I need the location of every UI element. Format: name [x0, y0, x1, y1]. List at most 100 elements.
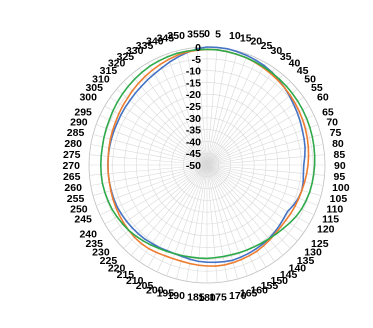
angle-tick-label: 205: [136, 280, 154, 292]
grid-spoke: [206, 68, 275, 166]
radial-tick-label: -45: [186, 148, 201, 160]
radial-tick-label: -35: [186, 125, 201, 137]
angle-tick-label: 5: [215, 28, 221, 40]
angle-tick-label: 100: [332, 182, 350, 194]
grid-spoke: [139, 68, 208, 166]
radial-tick-label: -5: [192, 54, 201, 66]
grid-spoke: [176, 164, 208, 280]
grid-spoke: [196, 164, 208, 283]
grid-spoke: [206, 164, 304, 233]
angle-tick-label: 335: [136, 40, 154, 52]
angle-tick-label: 120: [317, 224, 335, 236]
radial-tick-labels: 0-5-10-15-20-25-30-35-40-45-50: [186, 42, 201, 172]
grid-spoke: [206, 48, 228, 166]
radial-tick-label: -30: [186, 113, 201, 125]
angle-tick-label: 290: [70, 117, 88, 129]
series-line-2: [107, 48, 310, 267]
angle-tick-label: 215: [117, 269, 135, 281]
grid-spoke: [206, 105, 310, 166]
angle-tick-label: 295: [74, 106, 92, 118]
angle-tick-label: 155: [261, 280, 279, 292]
angle-tick-label: 220: [108, 262, 126, 274]
angle-tick-label: 320: [108, 58, 126, 70]
angle-tick-label: 30: [271, 45, 283, 57]
angle-tick-label: 195: [157, 288, 175, 300]
angle-tick-label: 90: [334, 160, 346, 172]
grid-spoke: [206, 74, 284, 166]
angle-tick-label: 40: [289, 58, 301, 70]
angle-tick-labels: 0 5 10 152025303540455055606570758085909510…: [62, 28, 349, 304]
angle-tick-label: 80: [332, 138, 344, 150]
angle-tick-label: 340: [146, 36, 164, 48]
angle-tick-label: 275: [63, 149, 81, 161]
angle-tick-label: 300: [79, 92, 97, 104]
grid-spoke: [123, 164, 208, 249]
grid-spoke: [206, 164, 325, 176]
radial-tick-label: -50: [186, 160, 201, 172]
angle-tick-label: 65: [322, 106, 334, 118]
angle-tick-label: 0: [204, 28, 210, 40]
grid-spoke: [206, 88, 298, 166]
angle-tick-label: 60: [317, 92, 329, 104]
grid-spoke: [186, 164, 208, 282]
radial-tick-label: -10: [186, 66, 201, 78]
angle-tick-label: 20: [250, 36, 262, 48]
grid-spoke: [110, 97, 208, 166]
angle-tick-label: 330: [126, 45, 144, 57]
angle-tick-label: 250: [70, 203, 88, 215]
grid-spoke: [206, 164, 310, 225]
angle-tick-label: 55: [311, 82, 323, 94]
angle-tick-label: 285: [67, 127, 85, 139]
angle-tick-label: 305: [85, 82, 103, 94]
angle-tick-label: 160: [250, 284, 268, 296]
angle-tick-label: 165: [240, 288, 258, 300]
angle-tick-label: 200: [146, 284, 164, 296]
grid-spoke: [206, 144, 324, 166]
grid-spoke: [206, 50, 238, 166]
grid-spoke: [206, 81, 291, 166]
grid-spoke: [206, 164, 267, 268]
angle-tick-label: 150: [271, 275, 289, 287]
angle-tick-label: 105: [330, 193, 348, 205]
angle-tick-label: 95: [334, 171, 346, 183]
series-line-3: [100, 48, 316, 260]
grid-spoke: [104, 105, 208, 166]
radial-tick-label: 0: [195, 42, 201, 54]
angle-tick-label: 70: [326, 117, 338, 129]
angle-tick-label: 235: [85, 238, 103, 250]
series-line-1: [107, 46, 306, 264]
angle-tick-label: 50: [304, 73, 316, 85]
angle-tick-label: 35: [280, 51, 292, 63]
grid-spoke: [206, 164, 315, 216]
angle-tick-label: 180: [198, 292, 216, 304]
grid-spoke: [147, 62, 208, 166]
angle-tick-label: 270: [62, 160, 80, 172]
radial-tick-label: -25: [186, 101, 201, 113]
angle-tick-label: 345: [157, 32, 175, 44]
angle-tick-label: 185: [187, 292, 205, 304]
angle-tick-label: 280: [64, 138, 82, 150]
grid-spoke: [206, 134, 322, 166]
grid-spoke: [156, 57, 208, 166]
radar-series: [100, 46, 316, 267]
angle-tick-label: 325: [117, 51, 135, 63]
radial-tick-label: -40: [186, 136, 201, 148]
angle-tick-label: 145: [280, 269, 298, 281]
angle-tick-label: 140: [289, 262, 307, 274]
grid-spoke: [196, 47, 208, 166]
grid-spoke: [186, 48, 208, 166]
grid-spoke: [166, 54, 208, 166]
angle-tick-label: 255: [67, 193, 85, 205]
radar-grid: [88, 46, 326, 284]
angle-tick-label: 225: [100, 255, 118, 267]
angle-tick-label: 240: [79, 229, 97, 241]
angle-tick-label: 245: [74, 214, 92, 226]
grid-spoke: [123, 81, 208, 166]
angle-tick-label: 25: [261, 40, 273, 52]
angle-tick-label: 310: [92, 73, 110, 85]
angle-tick-label: 115: [322, 214, 339, 226]
angle-tick-label: 190: [167, 290, 185, 302]
angle-tick-label: 110: [326, 203, 343, 215]
angle-tick-label: 45: [297, 65, 309, 77]
